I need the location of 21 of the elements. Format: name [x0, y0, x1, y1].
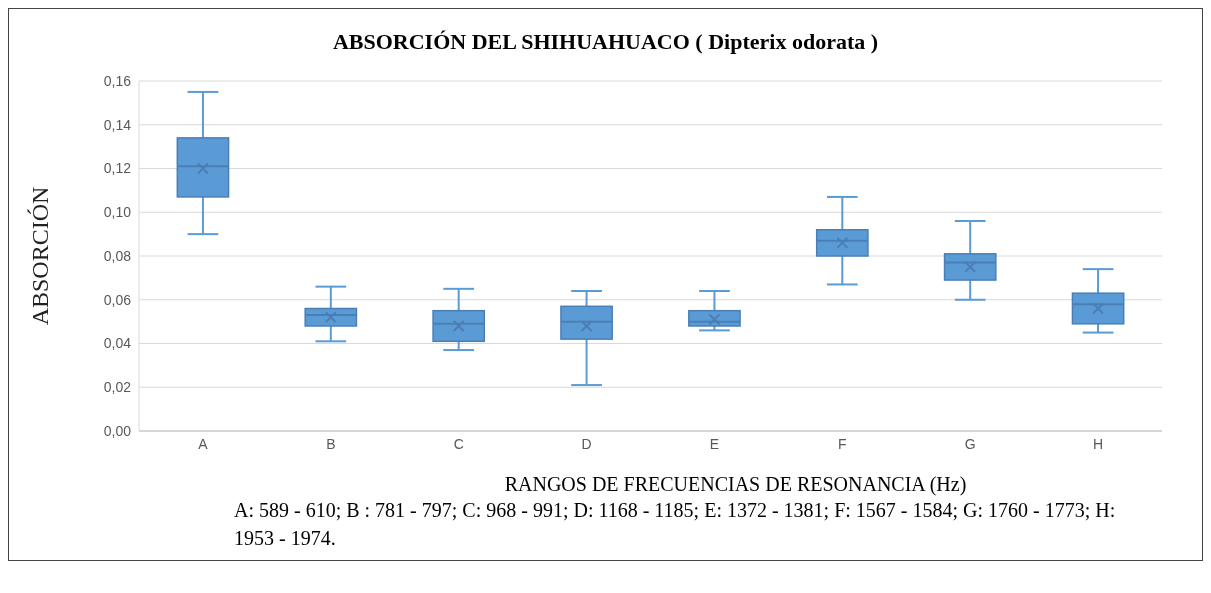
- x-tick-label: H: [1093, 435, 1104, 452]
- y-tick-label: 0,16: [103, 72, 132, 89]
- x-axis-title: RANGOS DE FRECUENCIAS DE RESONANCIA (Hz): [503, 473, 968, 496]
- y-tick-label: 0,06: [103, 291, 132, 308]
- y-tick-label: 0,04: [103, 335, 132, 352]
- y-tick-label: 0,14: [103, 116, 132, 133]
- y-tick-label: 0,12: [103, 160, 132, 177]
- x-tick-label: F: [838, 435, 847, 452]
- y-tick-label: 0,02: [103, 379, 132, 396]
- x-tick-label: E: [709, 435, 720, 452]
- chart-title: ABSORCIÓN DEL SHIHUAHUACO ( Dipterix odorata ): [331, 29, 880, 55]
- y-tick-label: 0,00: [103, 422, 132, 439]
- x-tick-label: A: [198, 435, 209, 452]
- x-tick-label: G: [964, 435, 976, 452]
- x-tick-label: C: [453, 435, 464, 452]
- y-axis-title: ABSORCIÓN: [26, 186, 53, 326]
- text: A: 589 - 610; B : 781 - 797; C: 968 - 991; D: 1168 - 1185; E: 1372 - 1381; F: 1567 - 1584; G: 1760 - 1773; H: 1953 - 1974.: [234, 498, 1117, 551]
- y-tick-label: 0,08: [103, 247, 132, 264]
- y-tick-label: 0,10: [103, 204, 132, 221]
- x-tick-label: B: [326, 435, 336, 452]
- x-tick-label: D: [581, 435, 592, 452]
